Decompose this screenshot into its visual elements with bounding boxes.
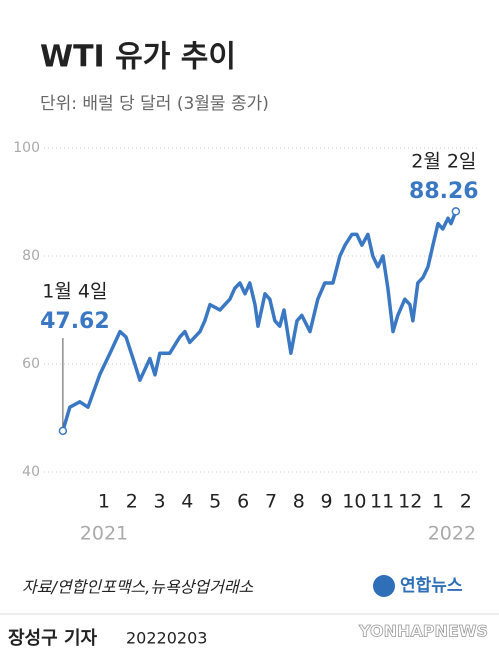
annotation-date: 1월 4일 — [42, 281, 107, 303]
source: 자료/연합인포맥스,뉴욕상업거래소 — [22, 578, 254, 597]
x-tick-label: 6 — [237, 491, 249, 513]
byline: 장성구 기자 — [8, 628, 98, 649]
x-tick-label: 12 — [398, 491, 422, 513]
x-tick-label: 11 — [370, 491, 394, 513]
x-tick-label: 5 — [209, 491, 221, 513]
x-tick-label: 2 — [126, 491, 138, 513]
chart-title: WTI 유가 추이 — [40, 40, 236, 75]
y-tick-label: 60 — [22, 356, 40, 372]
date: 20220203 — [126, 629, 207, 648]
year-label: 2021 — [80, 523, 128, 545]
end-point — [58, 426, 68, 436]
value-label: 47.62 — [40, 309, 110, 334]
y-tick-label: 40 — [22, 464, 40, 480]
x-tick-label: 8 — [293, 491, 305, 513]
x-tick-label: 1 — [98, 491, 110, 513]
end-point — [451, 207, 461, 216]
logo: 연합뉴스 — [400, 575, 463, 596]
x-tick-label: 3 — [153, 491, 165, 513]
annotation-date: 2월 2일 — [411, 151, 476, 173]
y-tick-label: 80 — [22, 248, 40, 264]
x-tick-label: 1 — [432, 491, 444, 513]
watermark: YONHAPNEWS — [358, 622, 488, 641]
logo-mark — [373, 575, 395, 597]
value-label: 88.26 — [409, 179, 479, 204]
x-tick-label: 9 — [321, 491, 333, 513]
year-label: 2022 — [428, 523, 476, 545]
x-tick-label: 10 — [342, 491, 366, 513]
line — [61, 210, 458, 432]
x-tick-label: 2 — [460, 491, 472, 513]
x-tick-label: 7 — [265, 491, 277, 513]
chart-subtitle: 단위: 배럴 당 달러 (3월물 종가) — [40, 94, 269, 114]
x-tick-label: 4 — [181, 491, 193, 513]
y-tick-label: 100 — [13, 140, 40, 156]
